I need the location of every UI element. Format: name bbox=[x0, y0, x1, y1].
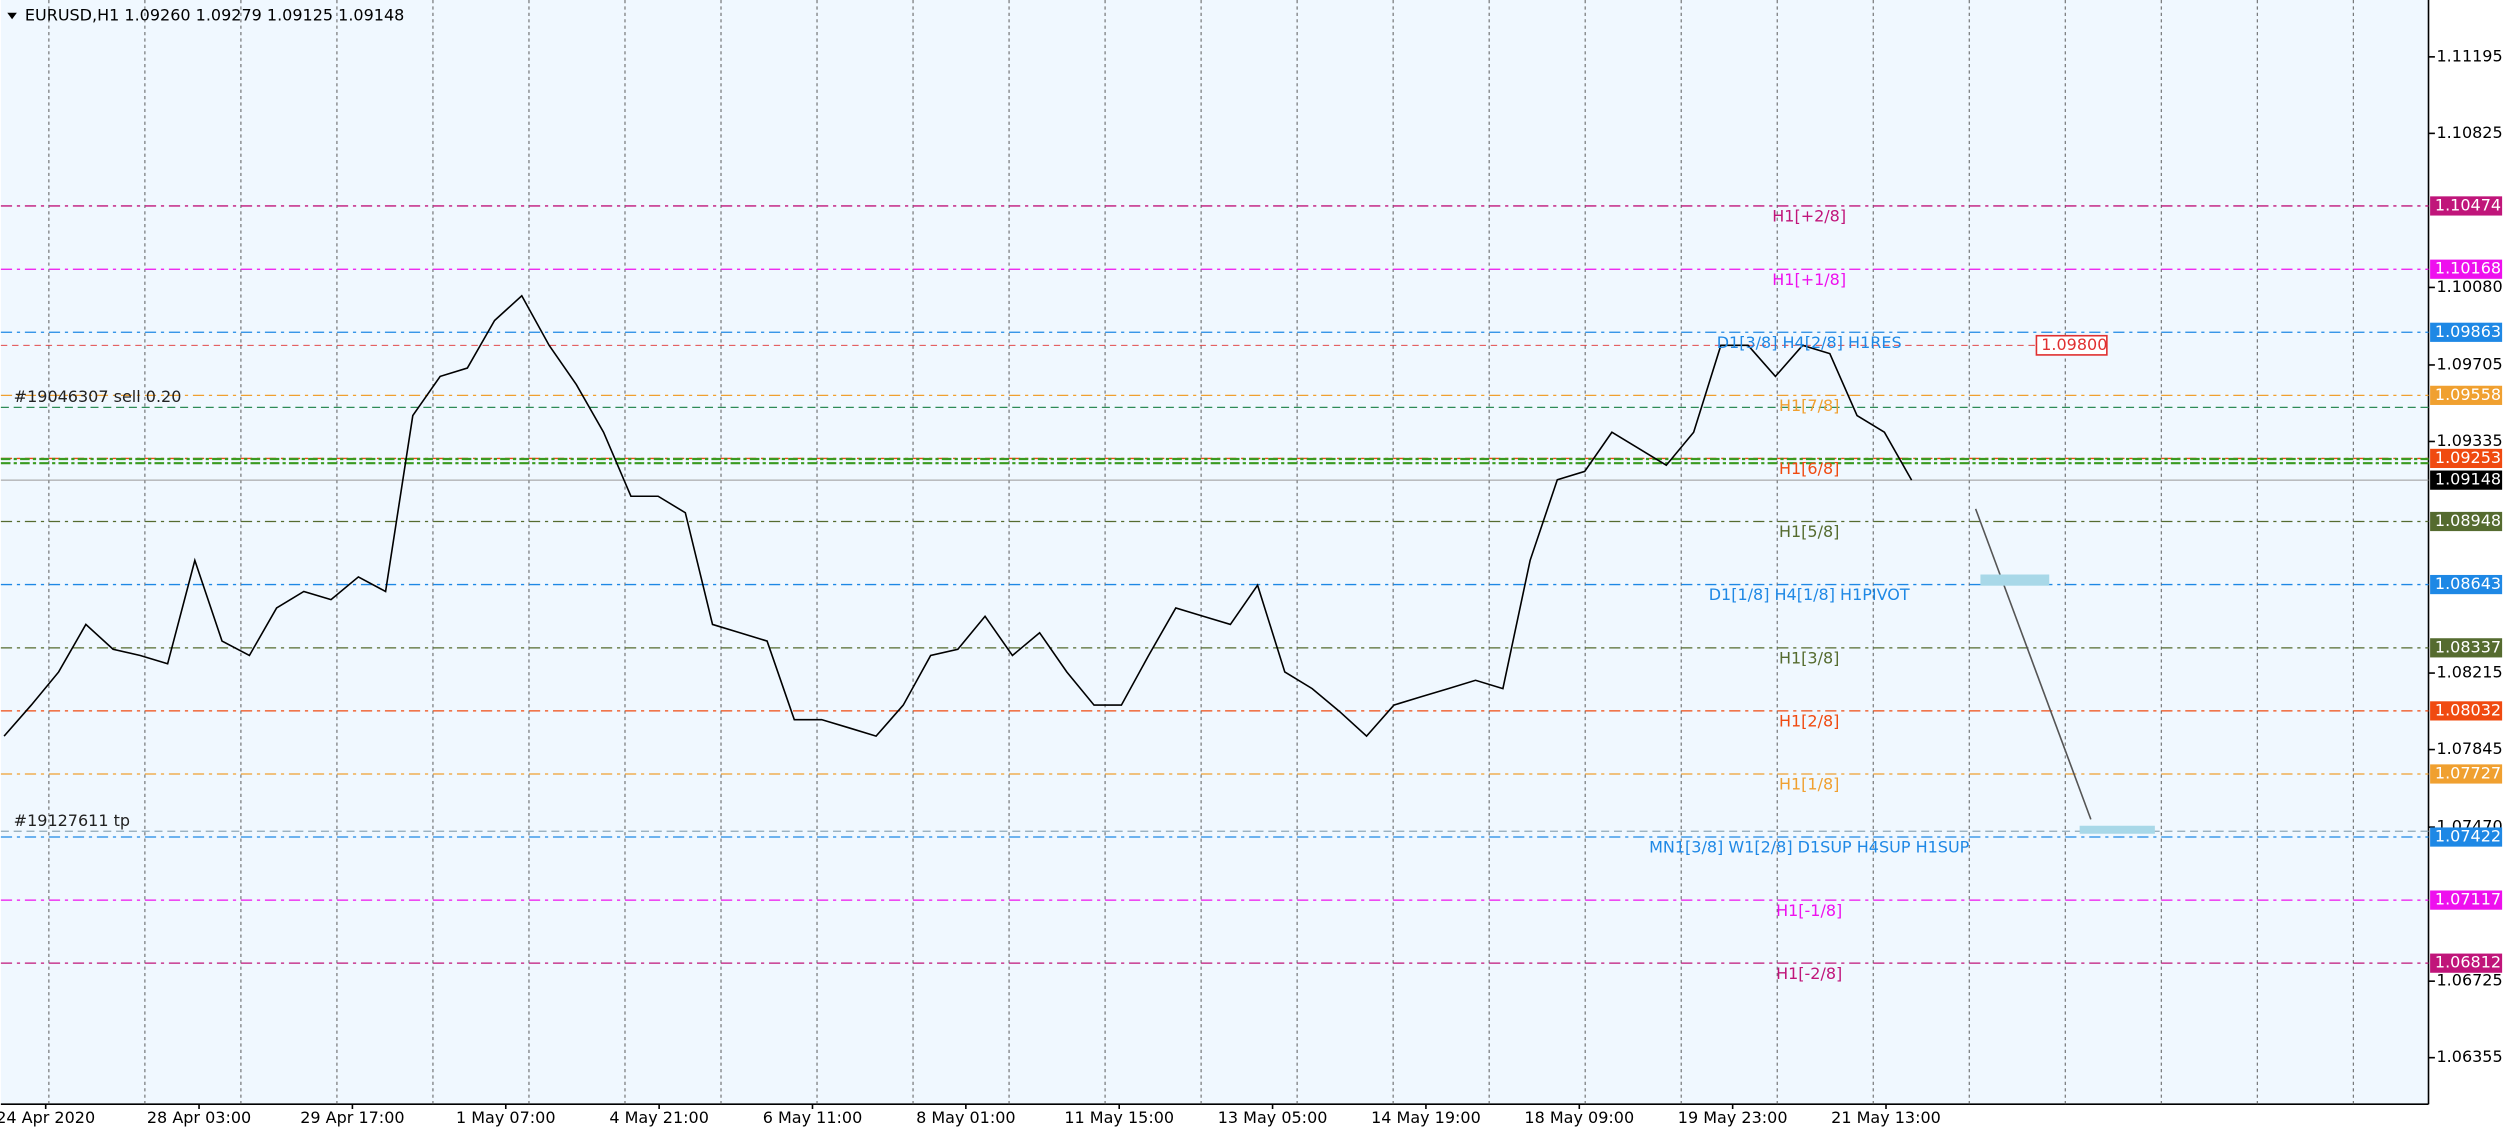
y-tick-label: 1.07845 bbox=[2437, 739, 2503, 758]
price-tag-label: 1.07422 bbox=[2435, 827, 2501, 846]
y-tick-label: 1.06355 bbox=[2437, 1047, 2503, 1066]
y-tick-label: 1.08215 bbox=[2437, 663, 2503, 682]
price-tag bbox=[2430, 385, 2503, 405]
level-label: H1[7/8] bbox=[1779, 396, 1839, 415]
order-label: #19127611 tp bbox=[14, 811, 130, 830]
price-tag-label: 1.08032 bbox=[2435, 700, 2501, 719]
price-tag-label: 1.06812 bbox=[2435, 953, 2501, 972]
x-tick-label: 13 May 05:00 bbox=[1218, 1108, 1328, 1127]
y-tick-label: 1.11195 bbox=[2437, 46, 2503, 65]
price-tag-label: 1.10168 bbox=[2435, 259, 2501, 278]
price-tag bbox=[2430, 511, 2503, 532]
price-tag-label: 1.09558 bbox=[2435, 385, 2501, 404]
level-label: H1[1/8] bbox=[1779, 775, 1839, 794]
price-tag bbox=[2430, 953, 2503, 973]
level-label: H1[+1/8] bbox=[1772, 270, 1846, 289]
price-tag-label: 1.08337 bbox=[2435, 637, 2501, 656]
x-tick-label: 8 May 01:00 bbox=[916, 1108, 1016, 1127]
price-tag bbox=[2430, 764, 2503, 784]
target-box bbox=[2079, 825, 2155, 834]
price-tag-label: 1.09863 bbox=[2435, 322, 2501, 341]
price-tag-label: 1.07117 bbox=[2435, 890, 2501, 909]
price-tag bbox=[2430, 827, 2503, 847]
price-tag bbox=[2430, 322, 2503, 342]
level-label: H1[-2/8] bbox=[1776, 964, 1842, 983]
x-tick-label: 21 May 13:00 bbox=[1831, 1108, 1941, 1127]
price-tag bbox=[2430, 196, 2503, 216]
price-tag-label: 1.08643 bbox=[2435, 574, 2501, 593]
y-tick-label: 1.06725 bbox=[2437, 971, 2503, 990]
current-price-tag bbox=[2430, 470, 2503, 490]
menu-arrow[interactable] bbox=[7, 12, 17, 20]
x-tick-label: 1 May 07:00 bbox=[456, 1108, 556, 1127]
grid bbox=[48, 0, 2354, 1105]
price-tag-label: 1.09253 bbox=[2435, 448, 2501, 467]
x-tick-label: 18 May 09:00 bbox=[1524, 1108, 1634, 1127]
y-tick-label: 1.10825 bbox=[2437, 123, 2503, 142]
x-tick-label: 6 May 11:00 bbox=[763, 1108, 863, 1127]
level-label: H1[-1/8] bbox=[1776, 901, 1842, 920]
price-tag-label: 1.08948 bbox=[2435, 511, 2501, 530]
level-label: H1[3/8] bbox=[1779, 649, 1839, 668]
target-box bbox=[1980, 574, 2050, 586]
chart-title: EURUSD,H1 1.09260 1.09279 1.09125 1.0914… bbox=[25, 6, 404, 25]
level-label: H1[5/8] bbox=[1779, 522, 1839, 541]
level-label: MN1[3/8] W1[2/8] D1SUP H4SUP H1SUP bbox=[1649, 838, 1970, 857]
x-tick-label: 29 Apr 17:00 bbox=[300, 1108, 404, 1127]
price-tag-label: 1.07727 bbox=[2435, 763, 2501, 782]
y-tick-label: 1.09335 bbox=[2437, 431, 2503, 450]
x-tick-label: 4 May 21:00 bbox=[609, 1108, 709, 1127]
price-line bbox=[3, 294, 1913, 738]
level-label: H1[2/8] bbox=[1779, 712, 1839, 731]
x-tick-label: 24 Apr 2020 bbox=[0, 1108, 95, 1127]
trend-line bbox=[1974, 508, 2092, 820]
y-tick-label: 1.10080 bbox=[2437, 277, 2503, 296]
y-tick-label: 1.09705 bbox=[2437, 354, 2503, 373]
level-label: D1[3/8] H4[2/8] H1RES bbox=[1717, 333, 1902, 352]
order-label: #19046307 sell 0.20 bbox=[14, 387, 182, 406]
alert-box bbox=[2035, 334, 2108, 356]
level-label: H1[6/8] bbox=[1779, 459, 1839, 478]
x-tick-label: 14 May 19:00 bbox=[1371, 1108, 1481, 1127]
price-series bbox=[3, 294, 1913, 738]
plot-area bbox=[0, 0, 2429, 1105]
price-tag bbox=[2430, 448, 2503, 469]
current-price-label: 1.09148 bbox=[2435, 470, 2501, 489]
x-tick-label: 28 Apr 03:00 bbox=[147, 1108, 251, 1127]
x-tick-label: 11 May 15:00 bbox=[1064, 1108, 1174, 1127]
price-tag bbox=[2430, 574, 2503, 595]
price-tag bbox=[2430, 259, 2503, 279]
level-label: H1[+2/8] bbox=[1772, 207, 1846, 226]
level-label: D1[1/8] H4[1/8] H1PIVOT bbox=[1709, 585, 1910, 604]
price-tag bbox=[2430, 638, 2503, 658]
x-tick-label: 19 May 23:00 bbox=[1678, 1108, 1788, 1127]
price-tag bbox=[2430, 701, 2503, 721]
price-tag-label: 1.10474 bbox=[2435, 195, 2501, 214]
price-tag bbox=[2430, 890, 2503, 910]
alert-label: 1.09800 bbox=[2041, 335, 2107, 354]
labels: 1.11195 1.10825 1.10080 1.09705 1.09335 1.082… bbox=[0, 46, 2503, 1127]
